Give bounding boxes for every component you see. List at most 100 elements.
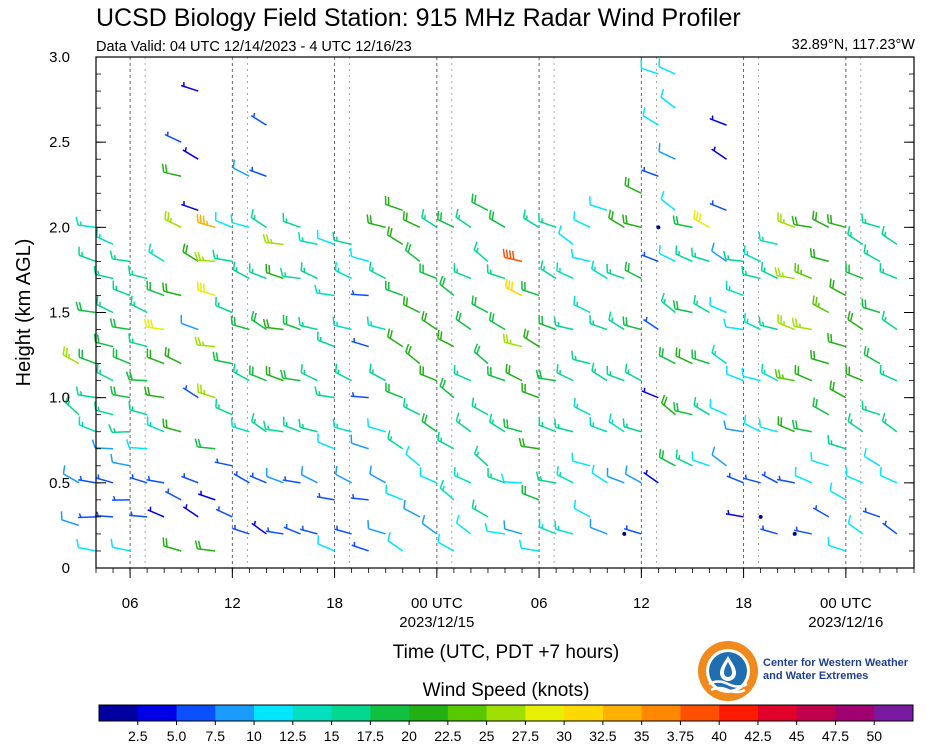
barb-feather <box>423 414 428 424</box>
barb-feather <box>847 412 851 422</box>
wind-barb <box>265 467 284 484</box>
barb-staff <box>709 406 727 416</box>
barb-staff <box>882 522 898 535</box>
barb-staff <box>504 528 523 535</box>
barb-feather <box>484 522 488 532</box>
barb-staff <box>642 114 659 126</box>
barb-staff <box>793 529 812 535</box>
wind-barb <box>538 314 557 331</box>
barb-staff <box>351 255 369 263</box>
barb-feather <box>881 225 885 235</box>
colorbar-label: 40 <box>711 728 727 744</box>
barb-staff <box>589 204 608 212</box>
wind-barb <box>110 386 131 399</box>
barb-feather <box>389 330 393 339</box>
wind-barb <box>791 215 812 229</box>
barb-feather <box>91 439 96 449</box>
colorbar-swatch <box>564 705 604 721</box>
barb-feather <box>507 280 511 290</box>
barb-feather <box>627 178 630 187</box>
wind-barb <box>726 365 744 382</box>
wind-barb <box>535 369 557 382</box>
barb-feather <box>162 282 165 292</box>
barb-staff <box>760 426 778 433</box>
barb-staff <box>643 471 659 484</box>
barb-feather <box>777 267 781 277</box>
barb-feather <box>196 213 199 223</box>
wind-barb <box>521 281 540 297</box>
barb-feather <box>673 402 676 411</box>
wind-barb <box>334 261 352 280</box>
wind-barb <box>573 296 591 314</box>
wind-barb <box>473 241 489 262</box>
barb-staff <box>658 66 676 75</box>
barb-feather <box>471 499 475 509</box>
barb-feather <box>678 348 681 358</box>
barb-half-feather <box>167 488 170 493</box>
wind-barb <box>265 527 284 535</box>
barb-feather <box>832 279 835 289</box>
barb-feather <box>215 398 218 408</box>
barb-staff <box>215 219 233 229</box>
wind-barb <box>112 348 131 365</box>
barb-feather <box>194 336 199 346</box>
colorbar-label: 3.75 <box>667 728 694 744</box>
barb-half-feather <box>795 526 798 531</box>
wind-barb <box>439 377 455 399</box>
barb-feather <box>368 261 372 271</box>
wind-barb <box>164 346 182 365</box>
barb-feather <box>263 420 267 430</box>
wind-barb <box>791 317 812 331</box>
wind-barb <box>180 201 199 212</box>
wind-barb <box>161 163 182 177</box>
wind-barb <box>473 445 489 467</box>
barb-feather <box>488 311 492 321</box>
wind-barb <box>367 520 386 535</box>
barb-half-feather <box>389 436 393 441</box>
wind-barb <box>112 495 131 501</box>
barb-feather <box>608 209 612 219</box>
wind-barb <box>437 329 455 348</box>
barb-half-feather <box>593 368 597 373</box>
barb-feather <box>439 275 444 285</box>
wind-barb <box>317 535 335 552</box>
barb-feather <box>812 210 815 220</box>
barb-staff <box>623 527 642 535</box>
wind-barb <box>437 533 455 552</box>
wind-barb <box>262 234 284 246</box>
barb-half-feather <box>476 451 480 457</box>
wind-barb <box>263 420 284 433</box>
barb-staff <box>744 422 761 433</box>
wind-barb <box>299 525 318 535</box>
wind-barb <box>369 465 387 484</box>
colorbar-label: 20 <box>401 728 417 744</box>
barb-staff <box>351 442 369 450</box>
barb-half-feather <box>763 471 766 476</box>
cw3e-logo: Center for Western Weather and Water Ext… <box>697 640 917 702</box>
wind-barb <box>554 520 574 535</box>
wind-barb <box>77 513 97 519</box>
barb-feather <box>441 379 447 389</box>
wind-barb <box>622 418 642 433</box>
barb-feather <box>505 249 509 259</box>
wind-barb <box>230 214 250 229</box>
wind-barb <box>760 363 779 382</box>
barb-feather <box>113 386 117 396</box>
barb-feather <box>367 520 370 529</box>
wind-barb <box>421 412 438 433</box>
y-tick-label: 1.5 <box>49 305 70 322</box>
barb-feather <box>232 261 236 271</box>
wind-barb <box>230 417 250 433</box>
barb-feather <box>455 514 460 524</box>
wind-barb <box>385 484 404 501</box>
barb-feather <box>810 350 813 359</box>
colorbar-label: 42.5 <box>744 728 771 744</box>
wind-barb <box>387 430 404 450</box>
barb-feather <box>197 540 202 550</box>
barb-staff <box>437 541 455 552</box>
barb-feather <box>791 215 795 225</box>
barb-half-feather <box>371 369 374 374</box>
wind-barb <box>439 479 455 501</box>
wind-barb <box>794 466 813 484</box>
barb-half-feather <box>817 302 820 308</box>
